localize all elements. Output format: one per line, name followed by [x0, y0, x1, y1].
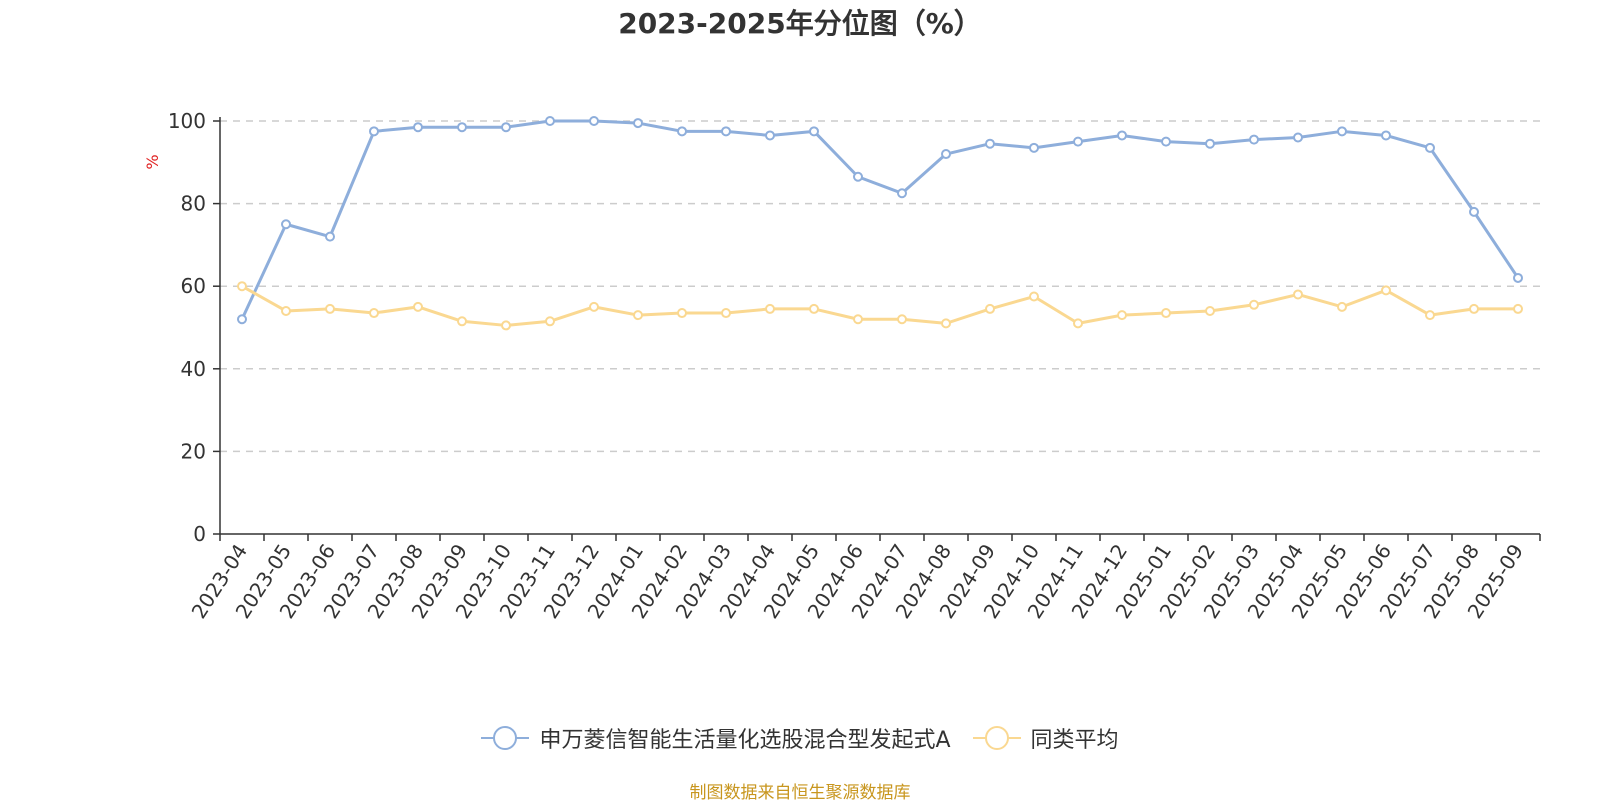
series-point-1[interactable]	[1117, 310, 1127, 321]
series-point-0[interactable]	[1161, 136, 1171, 147]
series-point-1[interactable]	[1337, 301, 1347, 312]
legend-item-fund[interactable]: 申万菱信智能生活量化选股混合型发起式A	[481, 722, 951, 754]
series-point-1[interactable]	[633, 310, 643, 321]
series-point-1[interactable]	[677, 308, 687, 319]
series-point-0[interactable]	[633, 118, 643, 129]
series-point-1[interactable]	[721, 308, 731, 319]
series-point-1[interactable]	[765, 303, 775, 314]
series-point-1[interactable]	[589, 301, 599, 312]
series-point-1[interactable]	[897, 314, 907, 325]
series-point-0[interactable]	[985, 138, 995, 149]
series-point-0[interactable]	[1117, 130, 1127, 141]
series-point-1[interactable]	[985, 303, 995, 314]
axis-layer: 0204060801002023-042023-052023-062023-07…	[168, 109, 1541, 623]
series-point-0[interactable]	[1425, 142, 1435, 153]
series-point-1[interactable]	[1513, 303, 1523, 314]
series-point-0[interactable]	[325, 231, 335, 242]
series-point-0[interactable]	[589, 116, 599, 126]
legend: 申万菱信智能生活量化选股混合型发起式A 同类平均	[0, 722, 1600, 754]
series-point-0[interactable]	[501, 122, 511, 133]
series-point-0[interactable]	[1293, 132, 1303, 143]
series-point-0[interactable]	[765, 130, 775, 141]
series-point-0[interactable]	[281, 219, 291, 230]
source-note: 制图数据来自恒生聚源数据库	[689, 783, 911, 803]
legend-item-category-average[interactable]: 同类平均	[972, 722, 1119, 754]
series-point-0[interactable]	[1381, 130, 1391, 141]
series-point-1[interactable]	[1205, 305, 1215, 316]
series-layer	[237, 116, 1523, 331]
y-tick-label: 40	[181, 357, 206, 381]
series-point-1[interactable]	[853, 314, 863, 325]
series-point-0[interactable]	[237, 314, 247, 325]
series-point-0[interactable]	[413, 122, 423, 133]
series-point-0[interactable]	[457, 122, 467, 133]
series-point-1[interactable]	[1293, 289, 1303, 300]
series-point-0[interactable]	[941, 149, 951, 160]
series-point-0[interactable]	[853, 171, 863, 182]
series-point-1[interactable]	[457, 316, 467, 327]
series-point-0[interactable]	[369, 126, 379, 137]
y-axis-label: %	[143, 154, 162, 169]
series-point-1[interactable]	[545, 316, 555, 327]
legend-swatch-category-average	[972, 725, 1021, 751]
series-point-1[interactable]	[237, 281, 247, 292]
legend-label-category-average: 同类平均	[1030, 728, 1119, 753]
series-point-0[interactable]	[897, 188, 907, 199]
series-point-0[interactable]	[1337, 126, 1347, 137]
series-point-1[interactable]	[413, 301, 423, 312]
series-point-1[interactable]	[809, 303, 819, 314]
series-point-1[interactable]	[369, 308, 379, 319]
series-point-1[interactable]	[941, 318, 951, 329]
y-tick-label: 60	[181, 274, 206, 298]
series-point-1[interactable]	[1469, 303, 1479, 314]
legend-label-fund: 申万菱信智能生活量化选股混合型发起式A	[539, 728, 951, 753]
y-tick-label: 20	[181, 439, 206, 463]
series-point-0[interactable]	[1249, 134, 1259, 145]
series-point-1[interactable]	[1381, 285, 1391, 296]
y-tick-label: 80	[181, 192, 206, 216]
series-point-1[interactable]	[1073, 318, 1083, 329]
grid-layer	[220, 120, 1540, 453]
series-point-1[interactable]	[1249, 299, 1259, 310]
series-point-1[interactable]	[1425, 310, 1435, 321]
chart-title: 2023-2025年分位图（%）	[618, 7, 982, 40]
series-point-0[interactable]	[545, 116, 555, 126]
series-point-1[interactable]	[1161, 308, 1171, 319]
series-point-0[interactable]	[809, 126, 819, 137]
series-point-1[interactable]	[501, 320, 511, 331]
series-point-1[interactable]	[281, 305, 291, 316]
series-point-0[interactable]	[1513, 272, 1523, 283]
series-line-0	[240, 119, 1520, 320]
y-tick-label: 0	[193, 522, 206, 546]
series-point-1[interactable]	[1029, 291, 1039, 302]
series-point-0[interactable]	[1469, 206, 1479, 217]
series-point-0[interactable]	[1205, 138, 1215, 149]
series-point-0[interactable]	[721, 126, 731, 137]
series-point-0[interactable]	[1073, 136, 1083, 147]
series-point-0[interactable]	[1029, 142, 1039, 153]
legend-swatch-fund	[481, 725, 530, 751]
series-point-1[interactable]	[325, 303, 335, 314]
series-line-1	[241, 284, 1518, 327]
y-tick-label: 100	[168, 109, 206, 133]
series-point-0[interactable]	[677, 126, 687, 137]
